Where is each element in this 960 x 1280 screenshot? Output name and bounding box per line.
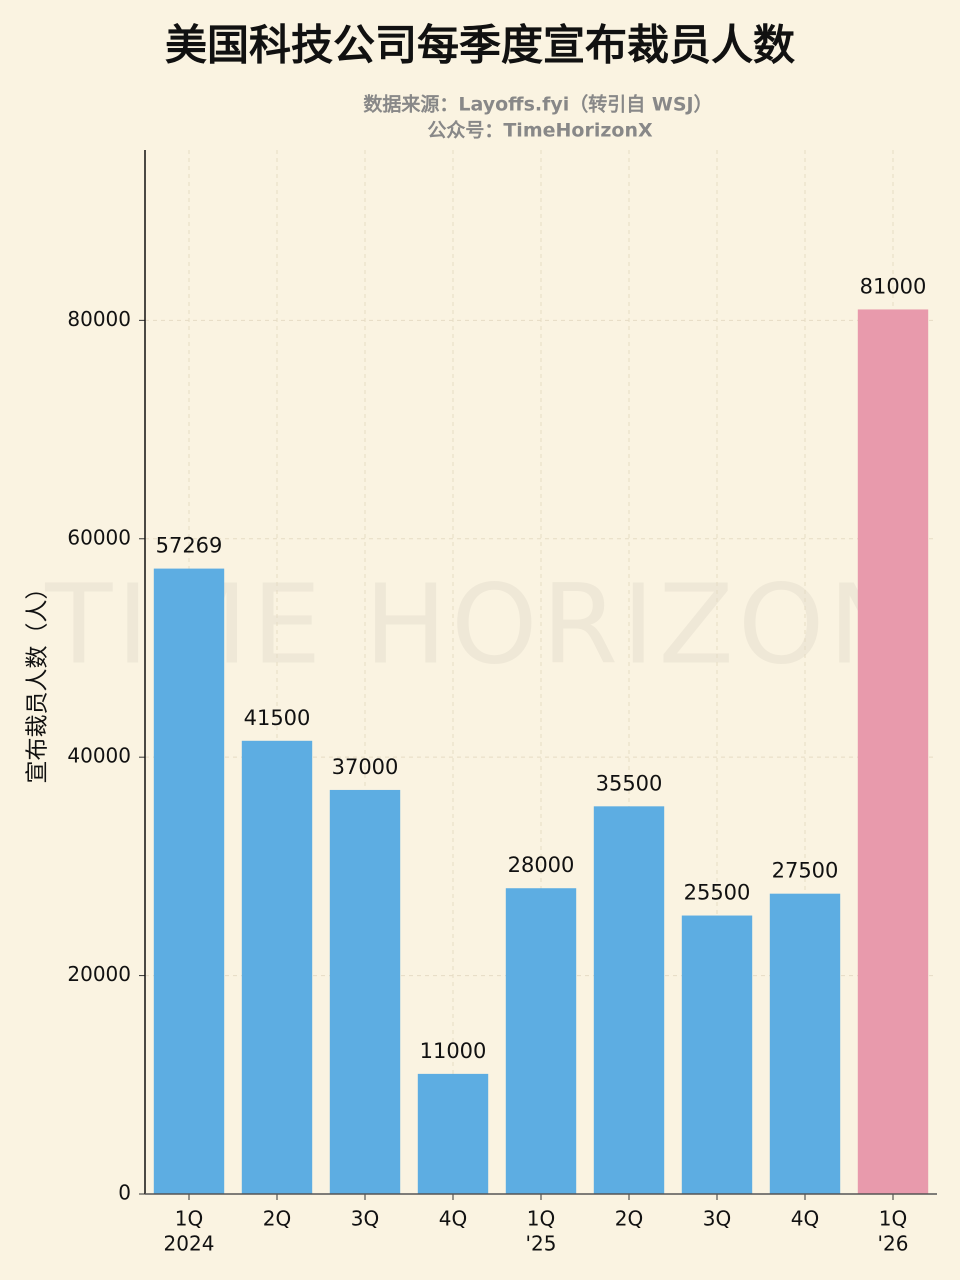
- bar: [417, 1073, 489, 1194]
- data-label: 27500: [772, 859, 839, 883]
- y-tick-label: 40000: [67, 744, 131, 768]
- data-label: 37000: [332, 755, 399, 779]
- y-tick-label: 60000: [67, 525, 131, 549]
- x-tick-label: 1Q: [175, 1207, 203, 1231]
- bar: [857, 309, 929, 1194]
- bar: [681, 915, 753, 1194]
- bar: [769, 893, 841, 1194]
- y-axis-label: 宣布裁员人数（人）: [25, 577, 51, 784]
- bar: [153, 568, 225, 1194]
- data-label: 35500: [596, 771, 663, 795]
- x-tick-label: 1Q: [527, 1207, 555, 1231]
- bar: [593, 806, 665, 1194]
- x-tick-label: 4Q: [791, 1207, 819, 1231]
- x-tick-label: 1Q: [879, 1207, 907, 1231]
- data-label: 28000: [508, 853, 575, 877]
- data-label: 25500: [684, 881, 751, 905]
- y-tick-label: 80000: [67, 307, 131, 331]
- chart-title: 美国科技公司每季度宣布裁员人数: [165, 21, 795, 70]
- x-tick-label: 2Q: [263, 1207, 291, 1231]
- data-label: 57269: [156, 534, 223, 558]
- x-tick-label: 2024: [164, 1232, 215, 1256]
- y-tick-label: 20000: [67, 962, 131, 986]
- data-label: 81000: [860, 274, 927, 298]
- x-tick-label: 2Q: [615, 1207, 643, 1231]
- x-tick-label: 4Q: [439, 1207, 467, 1231]
- x-tick-label: '25: [526, 1232, 557, 1256]
- subtitle: 公众号：TimeHorizonX: [427, 119, 653, 142]
- x-tick-label: 3Q: [351, 1207, 379, 1231]
- bar: [241, 740, 313, 1194]
- data-label: 41500: [244, 706, 311, 730]
- x-tick-label: '26: [878, 1232, 909, 1256]
- data-label: 11000: [420, 1039, 487, 1063]
- subtitle: 数据来源：Layoffs.fyi（转引自 WSJ）: [363, 93, 712, 116]
- y-tick-label: 0: [118, 1181, 131, 1205]
- bar: [505, 888, 577, 1194]
- x-tick-label: 3Q: [703, 1207, 731, 1231]
- bar: [329, 789, 401, 1194]
